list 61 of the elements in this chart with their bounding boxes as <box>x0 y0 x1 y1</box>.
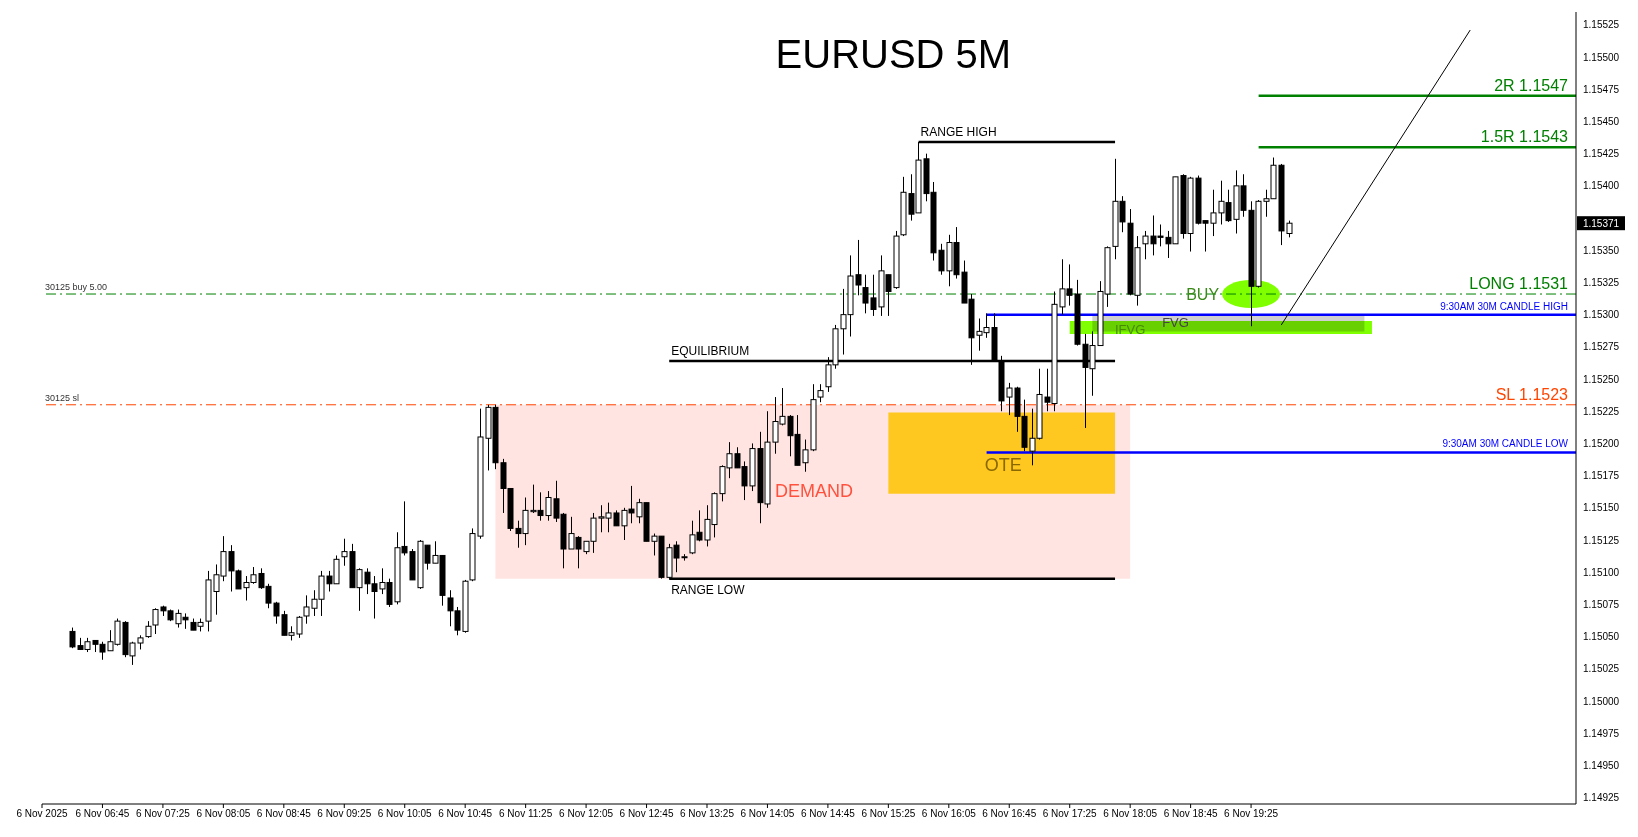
y-tick-label: 1.15100 <box>1583 566 1620 578</box>
annotation: OTE <box>984 454 1022 475</box>
y-tick-label: 1.15350 <box>1583 244 1620 256</box>
y-tick-label: 1.15275 <box>1583 341 1620 353</box>
x-tick-label: 6 Nov 18:45 <box>1163 808 1219 820</box>
annotation: 30125 buy 5.00 <box>45 282 108 293</box>
y-tick-label: 1.14950 <box>1583 759 1620 771</box>
y-tick-label: 1.15300 <box>1583 309 1620 321</box>
x-tick-label: 6 Nov 18:05 <box>1103 808 1158 820</box>
x-tick-label: 6 Nov 14:45 <box>800 808 856 820</box>
y-tick-label: 1.15250 <box>1583 373 1620 385</box>
series-label: 9:30AM 30M CANDLE HIGH <box>1440 300 1568 312</box>
x-tick-label: 6 Nov 08:05 <box>196 808 251 820</box>
y-tick-label: 1.15125 <box>1583 534 1620 546</box>
x-tick-label: 6 Nov 10:05 <box>377 808 433 820</box>
ref-line-label: SL 1.1523 <box>1495 385 1569 403</box>
series-label: 1.5R 1.1543 <box>1480 128 1569 146</box>
y-tick-label: 1.15425 <box>1583 148 1620 160</box>
y-tick-label: 1.14925 <box>1583 792 1620 804</box>
annotation: IFVG <box>1114 321 1146 337</box>
x-tick-label: 6 Nov 13:25 <box>680 808 735 820</box>
x-tick-label: 6 Nov 11:25 <box>499 808 553 820</box>
x-tick-label: 6 Nov 17:25 <box>1042 808 1098 820</box>
x-tick-label: 6 Nov 10:45 <box>438 808 493 820</box>
x-tick-label: 6 Nov 16:05 <box>921 808 977 820</box>
x-tick-label: 6 Nov 16:45 <box>982 808 1037 820</box>
y-tick-label: 1.15175 <box>1583 470 1620 482</box>
y-tick-label: 1.15075 <box>1583 598 1620 610</box>
y-tick-label: 1.15475 <box>1583 83 1620 95</box>
x-tick-label: 6 Nov 14:05 <box>740 808 795 820</box>
y-tick-label: 1.15200 <box>1583 437 1620 449</box>
y-tick-label: 1.14975 <box>1583 727 1620 739</box>
x-tick-label: 6 Nov 15:25 <box>861 808 916 820</box>
x-tick-label: 6 Nov 2025 <box>16 808 69 820</box>
annotation: DEMAND <box>775 480 854 501</box>
x-tick-label: 6 Nov 12:45 <box>619 808 674 820</box>
x-tick-label: 6 Nov 09:25 <box>317 808 372 820</box>
y-tick-label: 1.15450 <box>1583 116 1620 128</box>
x-tick-label: 6 Nov 07:25 <box>135 808 191 820</box>
y-tick-label: 1.15000 <box>1583 695 1620 707</box>
x-tick-label: 6 Nov 08:45 <box>256 808 312 820</box>
y-tick-label: 1.15225 <box>1583 405 1620 417</box>
series-label: 9:30AM 30M CANDLE LOW <box>1442 438 1569 450</box>
x-tick-label: 6 Nov 12:05 <box>559 808 614 820</box>
price-tag: 1.15371 <box>1577 216 1625 231</box>
series-label: EQUILIBRIUM <box>671 344 750 358</box>
y-tick-label: 1.15150 <box>1583 502 1620 514</box>
annotation: 30125 sl <box>45 392 80 403</box>
x-tick-label: 6 Nov 06:45 <box>75 808 130 820</box>
y-tick-label: 1.15500 <box>1583 51 1620 63</box>
series-label: RANGE LOW <box>671 582 746 597</box>
series-label: RANGE HIGH <box>920 125 997 140</box>
y-tick-label: 1.15525 <box>1583 19 1620 31</box>
y-tick-label: 1.15025 <box>1583 663 1620 675</box>
x-tick-label: 6 Nov 19:25 <box>1224 808 1279 820</box>
y-tick-label: 1.15050 <box>1583 631 1620 643</box>
y-tick-label: 1.15400 <box>1583 180 1620 192</box>
text: EURUSD 5M <box>775 32 1012 76</box>
ref-line-label: LONG 1.1531 <box>1469 275 1569 293</box>
y-tick-label: 1.15325 <box>1583 276 1620 288</box>
series-label: 2R 1.1547 <box>1494 76 1569 94</box>
